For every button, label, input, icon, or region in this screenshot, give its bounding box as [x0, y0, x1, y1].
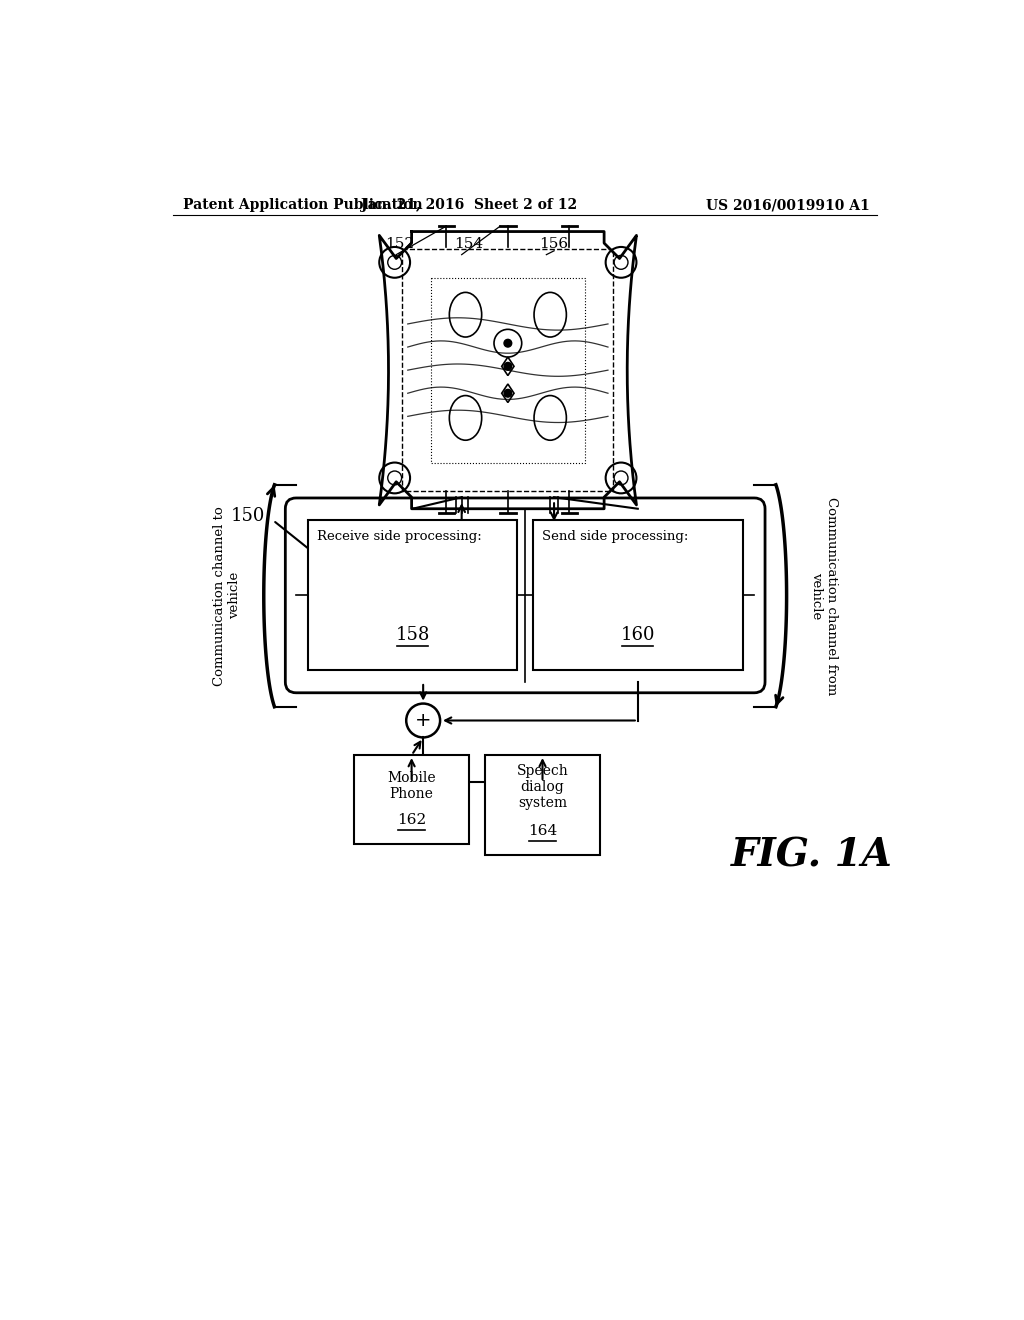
Bar — [532, 520, 742, 671]
Text: 156: 156 — [539, 236, 567, 251]
Bar — [484, 755, 600, 855]
Text: Speech
dialog
system: Speech dialog system — [517, 764, 568, 810]
Text: Send side processing:: Send side processing: — [542, 529, 688, 543]
Text: +: + — [415, 711, 431, 730]
Text: 154: 154 — [454, 236, 483, 251]
Text: 164: 164 — [528, 824, 557, 838]
Bar — [354, 755, 469, 843]
Circle shape — [504, 389, 512, 397]
Text: Jan. 21, 2016  Sheet 2 of 12: Jan. 21, 2016 Sheet 2 of 12 — [361, 198, 578, 213]
Text: 152: 152 — [385, 236, 414, 251]
Circle shape — [504, 363, 512, 370]
Text: 158: 158 — [395, 626, 430, 644]
Text: Communication channel to
vehicle: Communication channel to vehicle — [213, 506, 241, 685]
Text: Mobile
Phone: Mobile Phone — [387, 771, 436, 801]
Text: 160: 160 — [621, 626, 655, 644]
Text: Patent Application Publication: Patent Application Publication — [183, 198, 423, 213]
Text: Receive side processing:: Receive side processing: — [316, 529, 481, 543]
Text: FIG. 1A: FIG. 1A — [731, 837, 893, 875]
Text: US 2016/0019910 A1: US 2016/0019910 A1 — [706, 198, 869, 213]
Text: Communication channel from
vehicle: Communication channel from vehicle — [810, 496, 838, 694]
Text: 150: 150 — [231, 507, 265, 525]
Circle shape — [504, 339, 512, 347]
Bar — [307, 520, 517, 671]
Text: 162: 162 — [397, 813, 426, 826]
